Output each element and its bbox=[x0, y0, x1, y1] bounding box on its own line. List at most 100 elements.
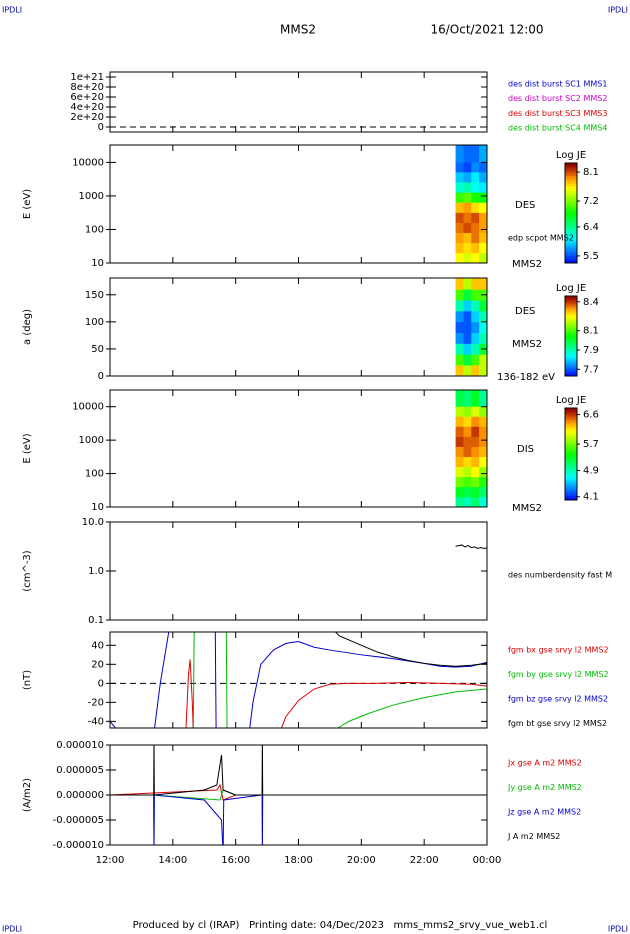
heatmap-cell bbox=[463, 390, 472, 407]
colorbar-swatch bbox=[565, 312, 577, 315]
y-tick-label: 20 bbox=[91, 659, 104, 670]
y-tick-label: 10 bbox=[91, 258, 104, 269]
colorbar-swatch bbox=[565, 486, 577, 489]
colorbar-swatch bbox=[565, 334, 577, 337]
heatmap-cell bbox=[471, 182, 480, 193]
legend-label: fgm bx gse srvy l2 MMS2 bbox=[508, 646, 609, 655]
heatmap-cell bbox=[471, 192, 480, 203]
heatmap-cell bbox=[455, 406, 464, 417]
heatmap-cell bbox=[471, 390, 480, 407]
heatmap-cell bbox=[463, 406, 472, 417]
colorbar-swatch bbox=[565, 352, 577, 355]
colorbar-swatch bbox=[565, 304, 577, 307]
y-tick-label: 10000 bbox=[72, 402, 104, 413]
colorbar-swatch bbox=[565, 253, 577, 256]
annotation: MMS2 bbox=[512, 259, 542, 270]
heatmap-cell bbox=[455, 289, 464, 301]
heatmap-cell bbox=[455, 416, 464, 427]
heatmap-cell bbox=[479, 278, 487, 290]
y-tick-label: 10 bbox=[91, 502, 104, 513]
heatmap-cell bbox=[471, 406, 480, 417]
colorbar-tick-label: 5.5 bbox=[583, 251, 599, 262]
heatmap-cell bbox=[479, 486, 487, 498]
colorbar-swatch bbox=[565, 233, 577, 236]
heatmap-cell bbox=[455, 278, 464, 290]
heatmap-cell bbox=[455, 311, 464, 323]
heatmap-cell bbox=[455, 242, 464, 254]
colorbar-swatch bbox=[565, 210, 577, 214]
colorbar-swatch bbox=[565, 472, 577, 476]
heatmap-cell bbox=[455, 222, 464, 234]
colorbar-swatch bbox=[565, 451, 577, 455]
heatmap-cell bbox=[471, 145, 480, 163]
heatmap-cell bbox=[471, 332, 480, 344]
y-tick-label: -20 bbox=[88, 697, 104, 708]
plot-area bbox=[110, 745, 487, 845]
heatmap-cell bbox=[471, 232, 480, 244]
heatmap-cell bbox=[463, 145, 472, 163]
colorbar-swatch bbox=[565, 419, 577, 423]
heatmap-cell bbox=[455, 192, 464, 203]
colorbar-tick-label: 7.7 bbox=[583, 364, 599, 375]
colorbar-frame bbox=[564, 162, 578, 264]
plot-area bbox=[455, 145, 487, 263]
x-tick-label: 18:00 bbox=[284, 855, 313, 866]
heatmap-cell bbox=[479, 212, 487, 223]
colorbar-swatch bbox=[565, 426, 577, 430]
colorbar-tick-label: 7.9 bbox=[583, 345, 599, 356]
colorbar-swatch bbox=[565, 230, 577, 234]
heatmap-cell bbox=[455, 486, 464, 498]
colorbar-swatch bbox=[565, 322, 577, 325]
colorbar-swatch bbox=[565, 477, 577, 480]
plot-area bbox=[455, 278, 487, 376]
colorbar-swatch bbox=[565, 342, 577, 345]
y-tick-label: 0 bbox=[98, 371, 104, 382]
x-tick-label: 12:00 bbox=[96, 855, 125, 866]
heatmap-cell bbox=[471, 300, 480, 312]
colorbar-swatch bbox=[565, 314, 577, 317]
heatmap-cell bbox=[455, 365, 464, 376]
plot-area bbox=[455, 544, 487, 549]
heatmap-cell bbox=[455, 212, 464, 223]
colorbar-swatch bbox=[565, 493, 577, 496]
heatmap-cell bbox=[463, 222, 472, 234]
heatmap-cell bbox=[463, 466, 472, 478]
heatmap-cell bbox=[471, 321, 480, 333]
colorbar-swatch bbox=[565, 220, 577, 224]
colorbar-swatch bbox=[565, 340, 577, 343]
y-tick-label: 0 bbox=[98, 678, 104, 689]
heatmap-cell bbox=[479, 436, 487, 447]
legend-label: des dist burst SC1 MMS1 bbox=[508, 80, 607, 89]
colorbar-swatch bbox=[565, 364, 577, 367]
y-axis-label: E (eV) bbox=[22, 433, 33, 463]
heatmap-cell bbox=[479, 456, 487, 468]
heatmap-cell bbox=[463, 426, 472, 437]
colorbar-swatch bbox=[565, 370, 577, 373]
heatmap-cell bbox=[471, 416, 480, 427]
heatmap-cell bbox=[479, 476, 487, 488]
y-tick-label: 1.0 bbox=[88, 566, 104, 577]
colorbar-swatch bbox=[565, 255, 577, 259]
colorbar-swatch bbox=[565, 310, 577, 313]
heatmap-cell bbox=[479, 446, 487, 457]
colorbar-swatch bbox=[565, 437, 577, 441]
colorbar-swatch bbox=[565, 193, 577, 196]
y-tick-label: 1e+21 bbox=[70, 72, 104, 83]
heatmap-cell bbox=[471, 354, 480, 366]
colorbar-swatch bbox=[565, 203, 577, 206]
colorbar-swatch bbox=[565, 488, 577, 492]
heatmap-cell bbox=[479, 222, 487, 234]
heatmap-cell bbox=[479, 172, 487, 183]
annotation: MMS2 bbox=[512, 503, 542, 514]
heatmap-cell bbox=[463, 242, 472, 254]
heatmap-cell bbox=[463, 162, 472, 173]
colorbar-swatch bbox=[565, 410, 577, 414]
heatmap-cell bbox=[471, 202, 480, 213]
y-tick-label: 0.000010 bbox=[56, 740, 104, 751]
colorbar-swatch bbox=[565, 218, 577, 221]
colorbar-swatch bbox=[565, 298, 577, 301]
series-line bbox=[110, 745, 487, 796]
colorbar-swatch bbox=[565, 460, 577, 464]
annotation: edp scpot MMS2 bbox=[508, 234, 574, 243]
colorbar-swatch bbox=[565, 414, 577, 418]
